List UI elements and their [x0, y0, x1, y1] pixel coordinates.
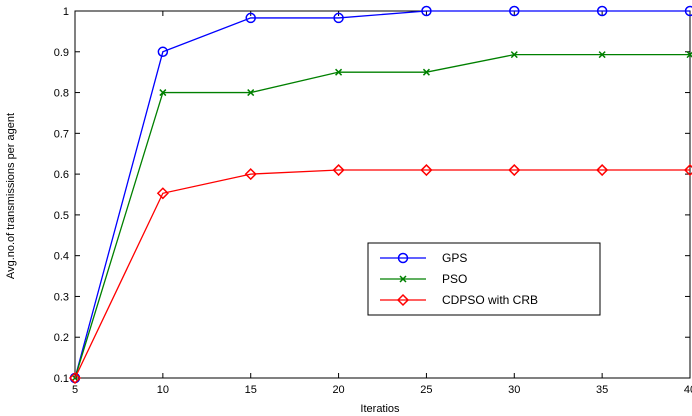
x-tick-label: 20: [332, 384, 344, 396]
y-axis-label: Avg.no.of transmissions per agent: [5, 113, 17, 279]
data-point: [596, 163, 609, 177]
y-tick-label: 0.1: [54, 373, 69, 385]
data-point: [244, 168, 257, 181]
data-point: [332, 163, 345, 177]
data-point: [333, 12, 344, 24]
data-point: [510, 51, 518, 59]
data-point: [508, 163, 521, 177]
x-axis-label: Iteratios: [360, 403, 400, 415]
legend-item: CDPSO with CRB: [380, 293, 538, 307]
plot-axes: [74, 10, 691, 379]
y-tick-label: 0.4: [54, 251, 69, 263]
series-cdpso-with-crb: [68, 163, 692, 385]
data-point: [684, 5, 692, 17]
legend-label: PSO: [442, 272, 467, 286]
data-point: [422, 68, 430, 76]
legend-marker: [396, 293, 410, 307]
x-tick-label: 25: [420, 384, 432, 396]
data-point: [245, 12, 256, 24]
x-tick-label: 40: [684, 384, 692, 396]
y-axis-ticks: 0.1 0.2 0.3 0.4 0.5 0.6 0.7 0.8 0.9 1: [54, 6, 690, 385]
y-tick-label: 0.9: [54, 47, 69, 59]
y-tick-label: 0.3: [54, 291, 69, 303]
legend-marker: [399, 275, 407, 283]
legend-item: GPS: [380, 251, 467, 265]
y-tick-label: 1: [63, 6, 69, 18]
data-point: [596, 5, 608, 17]
x-tick-label: 30: [508, 384, 520, 396]
data-point: [683, 163, 692, 177]
series-line: [74, 169, 690, 379]
y-tick-label: 0.2: [54, 332, 69, 344]
legend: GPS PSO CDPSO with CRB: [367, 242, 601, 316]
data-point: [247, 89, 255, 97]
x-tick-label: 10: [157, 384, 169, 396]
data-point: [598, 51, 606, 59]
data-point: [509, 5, 520, 17]
data-point: [68, 371, 82, 385]
legend-label: CDPSO with CRB: [442, 293, 538, 307]
legend-marker: [397, 252, 409, 264]
y-tick-label: 0.8: [54, 88, 69, 100]
data-point: [159, 89, 167, 97]
y-tick-label: 0.5: [54, 210, 69, 222]
plot-frame: [74, 10, 691, 379]
x-tick-label: 35: [596, 384, 608, 396]
data-point: [420, 163, 433, 177]
x-tick-label: 5: [72, 384, 78, 396]
series-pso: [71, 51, 692, 382]
x-tick-label: 15: [245, 384, 257, 396]
series-line: [74, 53, 690, 379]
data-point: [157, 46, 169, 58]
y-tick-label: 0.6: [54, 169, 69, 181]
y-tick-label: 0.7: [54, 128, 69, 140]
data-point: [156, 187, 169, 200]
legend-item: PSO: [380, 272, 467, 286]
series-group: [68, 5, 692, 385]
data-point: [686, 51, 692, 59]
data-point: [421, 5, 432, 17]
legend-label: GPS: [442, 251, 467, 265]
series-line: [74, 10, 690, 379]
data-point: [335, 68, 343, 76]
series-gps: [69, 5, 692, 384]
x-axis-ticks: 5 10 15 20 25 30 35 40: [72, 11, 692, 396]
